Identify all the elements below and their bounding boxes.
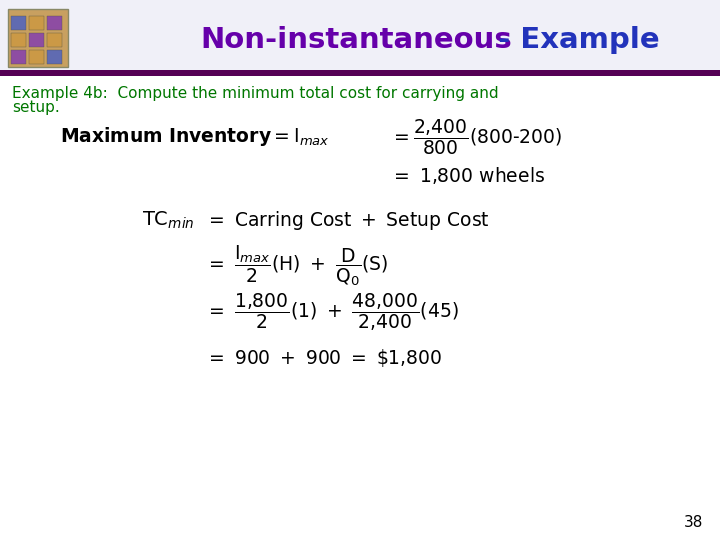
Bar: [29, 16, 44, 30]
Text: $= \ \text{Carring Cost} \ + \ \text{Setup Cost}$: $= \ \text{Carring Cost} \ + \ \text{Set…: [205, 208, 490, 232]
Text: Non-instantaneous: Non-instantaneous: [200, 26, 512, 54]
Bar: [0, 70, 720, 76]
Text: 38: 38: [683, 515, 703, 530]
Text: setup.: setup.: [12, 100, 60, 115]
Text: - Example: - Example: [488, 26, 660, 54]
Bar: [29, 50, 44, 64]
Text: $\mathbf{Maximum\ Inventory} = \mathrm{I}_{max}$: $\mathbf{Maximum\ Inventory} = \mathrm{I…: [60, 125, 330, 148]
Bar: [11, 50, 26, 64]
Text: $= \ \dfrac{\mathrm{I}_{max}}{2}(\mathrm{H}) \ + \ \dfrac{\mathrm{D}}{\mathrm{Q}: $= \ \dfrac{\mathrm{I}_{max}}{2}(\mathrm…: [205, 244, 388, 288]
Bar: [29, 33, 44, 47]
Bar: [47, 16, 62, 30]
Bar: [11, 33, 26, 47]
Text: $= \ 1{,}800 \text{ wheels}$: $= \ 1{,}800 \text{ wheels}$: [390, 165, 545, 186]
Bar: [47, 33, 62, 47]
Bar: [47, 50, 62, 64]
Text: Example 4b:  Compute the minimum total cost for carrying and: Example 4b: Compute the minimum total co…: [12, 86, 499, 101]
Bar: [11, 16, 26, 30]
Text: $\mathrm{TC}_{min}$: $\mathrm{TC}_{min}$: [143, 210, 195, 231]
Text: $= \ 900 \ + \ 900 \ = \ \$1{,}800$: $= \ 900 \ + \ 900 \ = \ \$1{,}800$: [205, 347, 442, 369]
Text: $= \dfrac{2{,}400}{800}(800\text{-}200)$: $= \dfrac{2{,}400}{800}(800\text{-}200)$: [390, 117, 562, 157]
Text: $= \ \dfrac{1{,}800}{2}(1) \ + \ \dfrac{48{,}000}{2{,}400}(45)$: $= \ \dfrac{1{,}800}{2}(1) \ + \ \dfrac{…: [205, 291, 459, 333]
Bar: [0, 0, 720, 72]
Bar: [8, 9, 68, 67]
